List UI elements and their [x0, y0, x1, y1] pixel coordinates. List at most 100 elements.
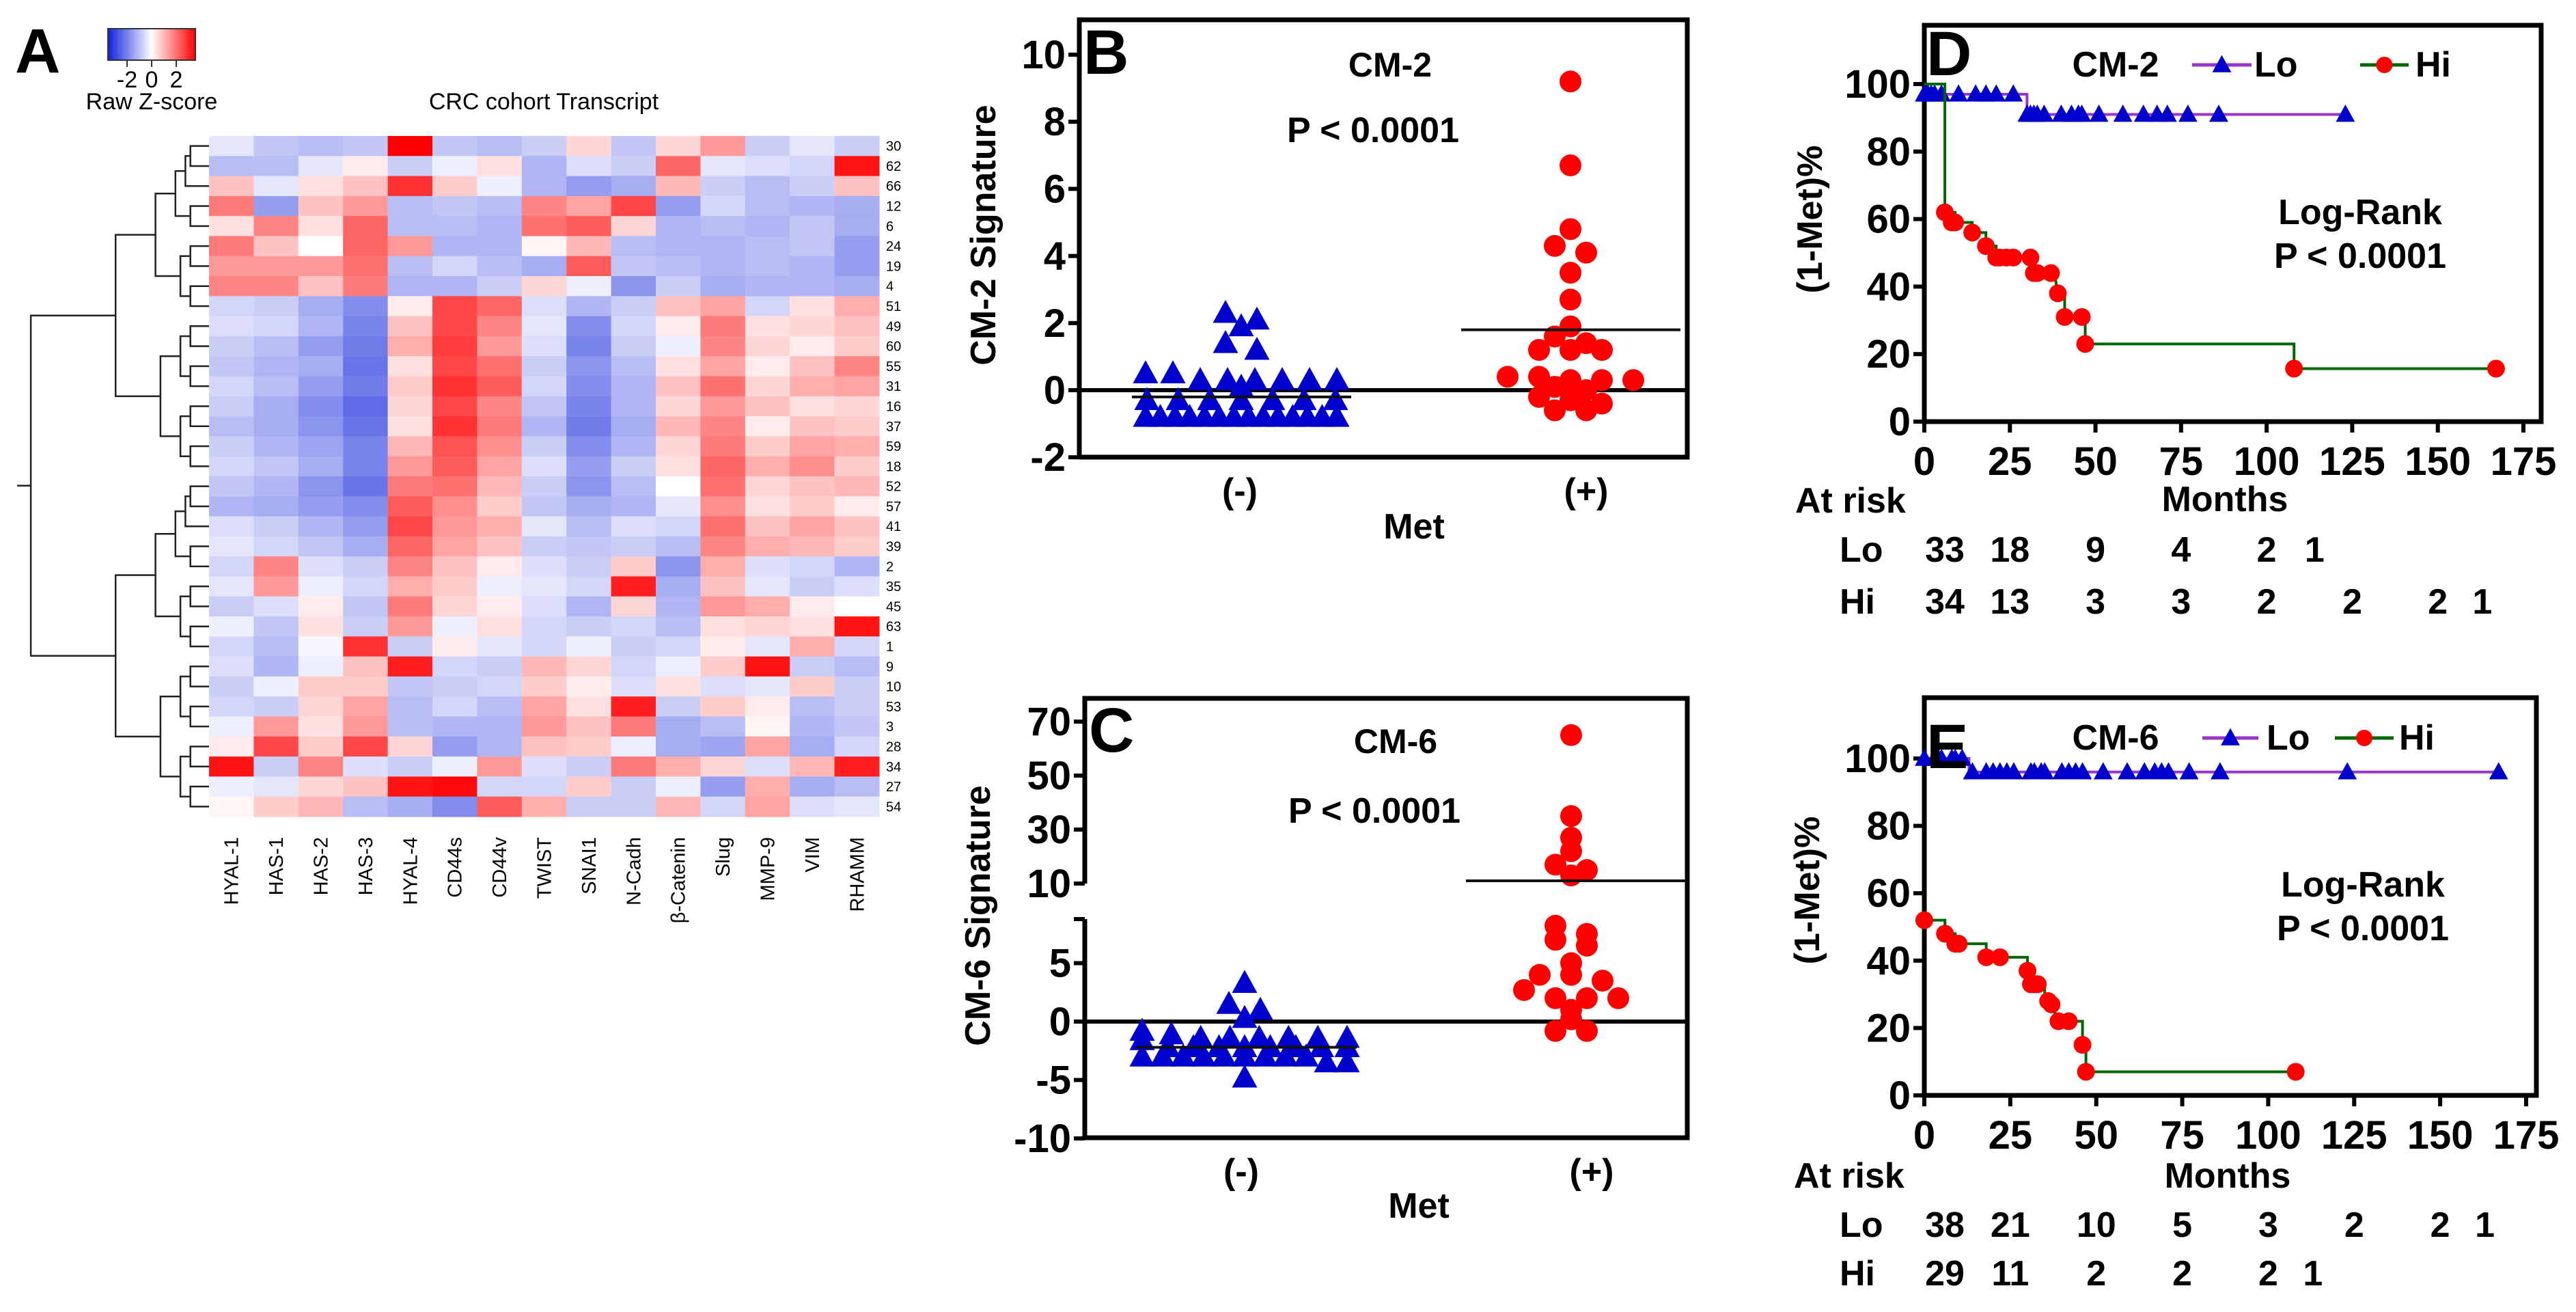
- heatmap-cell: [432, 236, 477, 257]
- heatmap-cell: [253, 496, 299, 517]
- heatmap-cell: [611, 176, 656, 197]
- at-risk-count: 1: [2475, 1205, 2495, 1245]
- heatmap-cell: [343, 156, 389, 177]
- heatmap-cell: [432, 396, 477, 417]
- heatmap-cell: [700, 376, 746, 397]
- heatmap-cell: [566, 236, 612, 257]
- heatmap-cell: [298, 656, 344, 677]
- circle-marker: [1576, 934, 1598, 957]
- column-label: CD44v: [489, 837, 511, 898]
- column-label: HAS-2: [311, 837, 333, 895]
- circle-marker: [1991, 948, 2009, 966]
- at-risk-count: 29: [1925, 1254, 1965, 1294]
- heatmap-cell: [790, 596, 835, 617]
- heatmap-cell: [521, 396, 567, 417]
- row-label: 37: [886, 420, 901, 435]
- x-tick-label: 175: [2493, 1113, 2560, 1158]
- heatmap-cell: [477, 156, 523, 177]
- heatmap-cell: [834, 296, 880, 317]
- column-label: CD44s: [445, 837, 467, 898]
- heatmap-cell: [745, 676, 790, 697]
- heatmap-cell: [566, 516, 612, 537]
- heatmap-cell: [700, 796, 746, 817]
- heatmap-cell: [387, 516, 433, 537]
- heatmap-cell: [209, 376, 254, 397]
- row-label: 10: [886, 680, 901, 695]
- heatmap-cell: [745, 416, 790, 437]
- heatmap-cell: [745, 256, 790, 277]
- triangle-marker: [2157, 105, 2177, 122]
- dendrogram-branch: [179, 755, 191, 797]
- heatmap-cell: [387, 736, 433, 757]
- heatmap-cell: [700, 156, 746, 177]
- at-risk-count: 2: [2344, 1205, 2364, 1245]
- triangle-marker: [2073, 762, 2092, 780]
- heatmap-cell: [834, 736, 880, 757]
- triangle-marker: [1963, 762, 1982, 780]
- heatmap-cell: [521, 496, 567, 517]
- heatmap-cell: [745, 536, 790, 557]
- circle-marker: [2356, 730, 2372, 746]
- circle-marker: [1544, 234, 1566, 257]
- p-value: P < 0.0001: [2277, 909, 2449, 948]
- heatmap-cell: [432, 136, 477, 156]
- legend-title: CM-2: [2072, 45, 2159, 85]
- heatmap-cell: [477, 195, 523, 217]
- heatmap-cell: [521, 756, 567, 778]
- heatmap-cell: [432, 276, 477, 297]
- heatmap-cell: [656, 576, 701, 597]
- heatmap-cell: [566, 316, 612, 337]
- triangle-marker: [1242, 367, 1268, 390]
- y-axis-label: CM-2 Signature: [964, 105, 1003, 365]
- heatmap-cell: [656, 616, 701, 637]
- heatmap-cell: [209, 336, 254, 357]
- plot-frame: [1922, 695, 2539, 1098]
- triangle-marker: [2113, 105, 2133, 122]
- heatmap-cell: [566, 296, 612, 317]
- triangle-marker: [1165, 387, 1191, 411]
- dendrogram-branch: [189, 445, 209, 467]
- heatmap-cell: [253, 156, 299, 177]
- heatmap-cell: [656, 696, 701, 718]
- heatmap-cell: [790, 496, 835, 517]
- at-risk-count: 18: [1990, 530, 2030, 570]
- circle-marker: [2060, 1012, 2078, 1030]
- column-label: HYAL-1: [221, 837, 243, 905]
- heatmap-cell: [477, 556, 523, 577]
- heatmap-cell: [521, 796, 567, 817]
- heatmap-cell: [700, 676, 746, 697]
- triangle-marker: [1170, 1043, 1196, 1067]
- at-risk-count: 10: [2077, 1205, 2116, 1245]
- colorbar-tick-label: 2: [170, 67, 183, 93]
- at-risk-count: 5: [2172, 1205, 2192, 1245]
- heatmap-cell: [700, 476, 746, 497]
- heatmap-cell: [521, 256, 567, 277]
- heatmap-cell: [566, 436, 612, 457]
- heatmap-cell: [343, 496, 389, 517]
- heatmap-row-labels: 3062661262419451496055311637591852574139…: [886, 139, 901, 815]
- heatmap-cell: [343, 516, 389, 537]
- heatmap-cell: [209, 476, 254, 497]
- heatmap-cell: [477, 256, 523, 277]
- heatmap-cell: [656, 516, 701, 537]
- heatmap-cell: [477, 296, 523, 317]
- at-risk-count: 34: [1925, 582, 1965, 622]
- heatmap-cell: [432, 656, 477, 677]
- heatmap-cell: [253, 576, 299, 597]
- circle-marker: [1528, 366, 1550, 388]
- heatmap-cell: [387, 536, 433, 557]
- heatmap-cell: [790, 176, 835, 197]
- heatmap-cell: [834, 616, 880, 637]
- heatmap-cell: [521, 195, 567, 217]
- column-label: SNAI1: [579, 837, 600, 894]
- heatmap-cell: [209, 176, 254, 197]
- heatmap-cell: [656, 556, 701, 577]
- y-tick-label: 20: [1866, 1006, 1911, 1050]
- heatmap-cell: [387, 596, 433, 617]
- heatmap-cell: [611, 756, 656, 778]
- heatmap-cell: [790, 316, 835, 337]
- heatmap-cell: [432, 616, 477, 637]
- heatmap-cell: [790, 476, 835, 497]
- panel-label-d: D: [1926, 19, 1971, 89]
- heatmap-cell: [745, 396, 790, 417]
